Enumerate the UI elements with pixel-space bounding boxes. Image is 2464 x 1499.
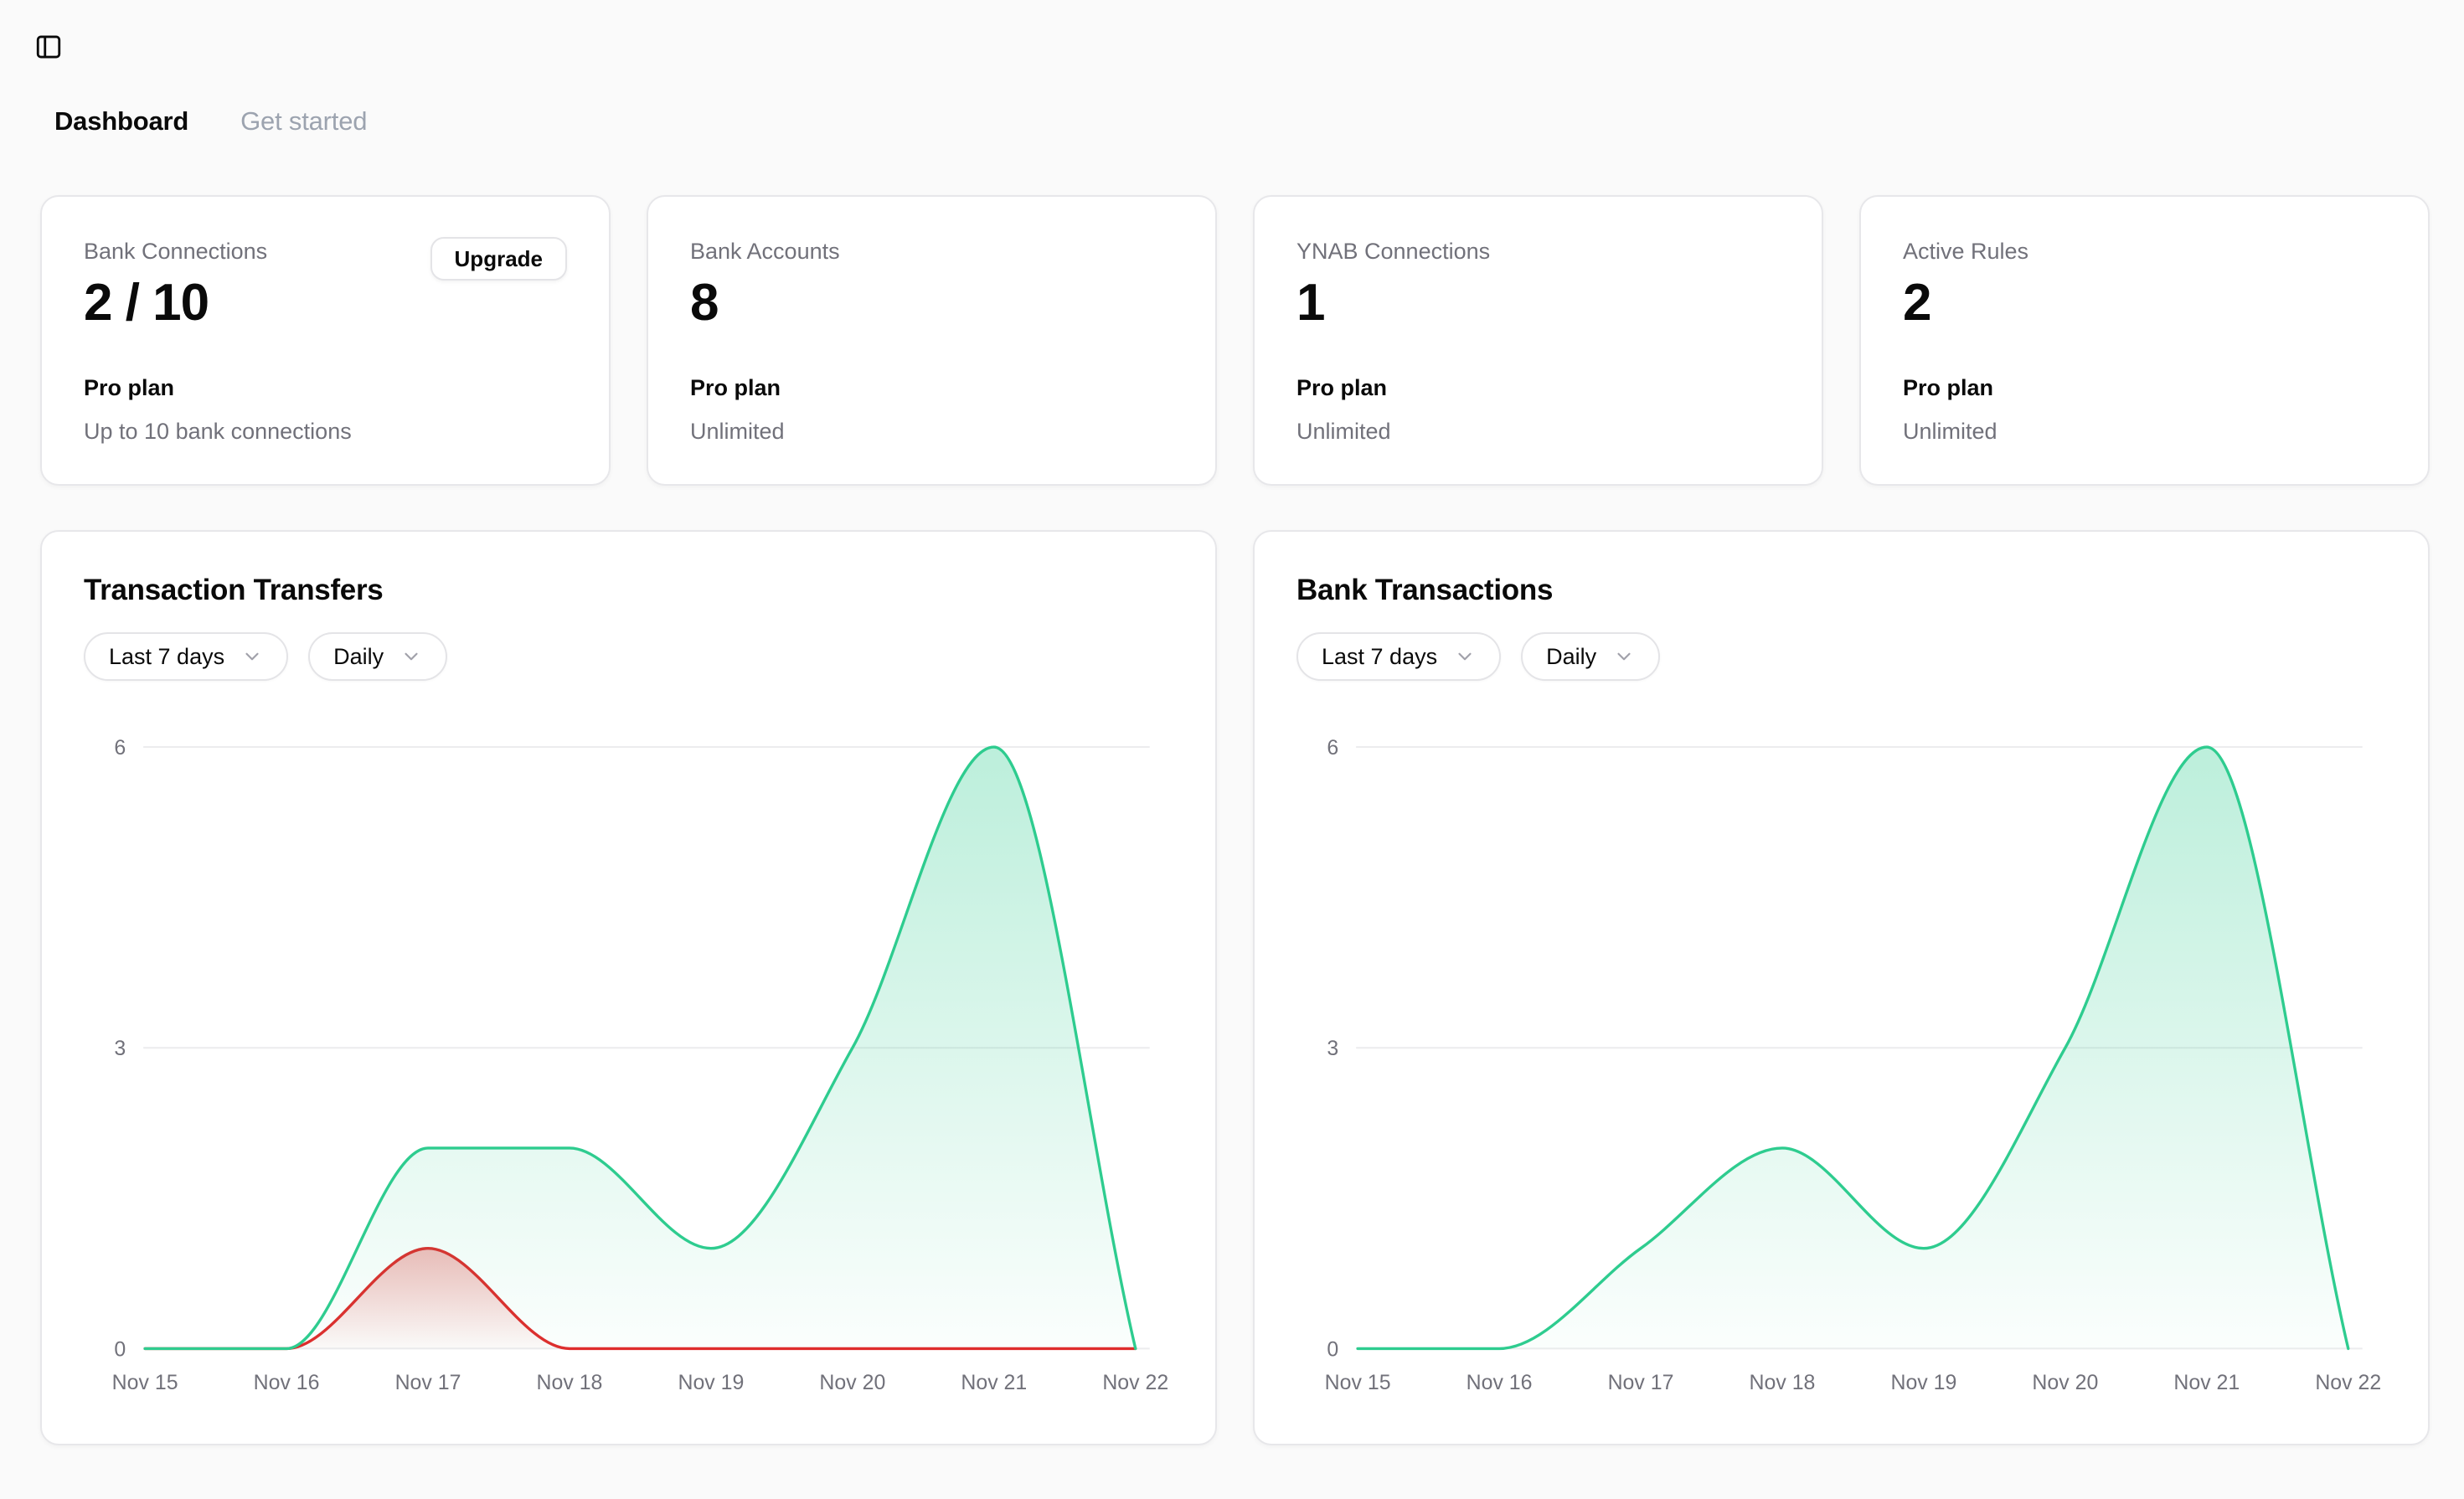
stat-card-bank-connections: Bank Connections Upgrade 2 / 10 Pro plan…	[40, 195, 611, 486]
sidebar-toggle-button[interactable]	[32, 30, 65, 64]
chevron-down-icon	[405, 652, 418, 661]
svg-text:Nov 16: Nov 16	[1467, 1371, 1533, 1394]
stat-plan-detail: Up to 10 bank connections	[84, 419, 352, 444]
svg-text:3: 3	[1327, 1037, 1338, 1060]
stat-value: 2	[1903, 274, 1931, 332]
chart-cards-row: 0 3 6 Nov 15 Nov 16 Nov 17 Nov 18 Nov 19 Nov 20 N…	[40, 530, 2430, 1445]
date-range-select[interactable]: Last 7 days	[1296, 632, 1502, 681]
stat-plan-detail: Unlimited	[1296, 419, 1391, 444]
chevron-down-icon	[1458, 652, 1472, 661]
svg-text:Nov 22: Nov 22	[1102, 1371, 1168, 1394]
granularity-select[interactable]: Daily	[1521, 632, 1661, 681]
stat-value: 2 / 10	[84, 274, 209, 332]
chevron-down-icon	[1617, 652, 1631, 661]
granularity-value: Daily	[1546, 643, 1597, 669]
chart-filters: Last 7 days Daily	[1296, 632, 1661, 681]
upgrade-button[interactable]: Upgrade	[430, 237, 567, 281]
svg-text:Nov 18: Nov 18	[1750, 1371, 1816, 1394]
svg-text:Nov 19: Nov 19	[1890, 1371, 1956, 1394]
svg-text:6: 6	[1327, 736, 1338, 760]
svg-text:Nov 16: Nov 16	[254, 1371, 320, 1394]
stat-label: Bank Accounts	[690, 239, 840, 264]
stat-plan-detail: Unlimited	[1903, 419, 1997, 444]
stat-value: 8	[690, 274, 719, 332]
stat-card-active-rules: Active Rules 2 Pro plan Unlimited	[1859, 195, 2430, 486]
svg-text:Nov 20: Nov 20	[819, 1371, 885, 1394]
stat-cards-row: Bank Connections Upgrade 2 / 10 Pro plan…	[40, 195, 2430, 486]
transaction-transfers-chart: 0 3 6 Nov 15 Nov 16 Nov 17 Nov 18 Nov 19 Nov 20 N…	[42, 532, 1215, 1444]
stat-plan: Pro plan	[1296, 375, 1388, 400]
chart-title: Bank Transactions	[1296, 574, 1554, 606]
stat-value: 1	[1296, 274, 1325, 332]
date-range-select[interactable]: Last 7 days	[84, 632, 289, 681]
stat-label: Active Rules	[1903, 239, 2029, 264]
stat-plan: Pro plan	[690, 375, 781, 400]
svg-text:Nov 15: Nov 15	[1325, 1371, 1391, 1394]
tab-dashboard[interactable]: Dashboard	[54, 106, 189, 136]
date-range-value: Last 7 days	[109, 643, 225, 669]
date-range-value: Last 7 days	[1322, 643, 1438, 669]
stat-plan-detail: Unlimited	[690, 419, 785, 444]
granularity-select[interactable]: Daily	[308, 632, 448, 681]
bank-transactions-chart: 0 3 6 Nov 15 Nov 16 Nov 17 Nov 18 Nov 19 Nov 20 N…	[1255, 532, 2428, 1444]
tab-get-started[interactable]: Get started	[240, 106, 368, 136]
granularity-value: Daily	[333, 643, 384, 669]
svg-text:Nov 17: Nov 17	[395, 1371, 461, 1394]
stat-card-bank-accounts: Bank Accounts 8 Pro plan Unlimited	[647, 195, 1217, 486]
stat-label: YNAB Connections	[1296, 239, 1491, 264]
svg-text:0: 0	[114, 1337, 126, 1361]
svg-text:0: 0	[1327, 1337, 1338, 1361]
svg-text:Nov 22: Nov 22	[2315, 1371, 2381, 1394]
svg-text:Nov 17: Nov 17	[1608, 1371, 1674, 1394]
svg-text:Nov 19: Nov 19	[678, 1371, 744, 1394]
svg-text:Nov 21: Nov 21	[2173, 1371, 2240, 1394]
panel-left-icon	[36, 35, 61, 59]
chart-title: Transaction Transfers	[84, 574, 384, 606]
svg-text:3: 3	[114, 1037, 126, 1060]
stat-label: Bank Connections	[84, 239, 268, 264]
bank-transactions-card: 0 3 6 Nov 15 Nov 16 Nov 17 Nov 18 Nov 19 Nov 20 N…	[1253, 530, 2430, 1445]
stat-plan: Pro plan	[1903, 375, 1994, 400]
chart-filters: Last 7 days Daily	[84, 632, 448, 681]
svg-text:Nov 18: Nov 18	[537, 1371, 603, 1394]
transaction-transfers-card: 0 3 6 Nov 15 Nov 16 Nov 17 Nov 18 Nov 19 Nov 20 N…	[40, 530, 1217, 1445]
stat-plan: Pro plan	[84, 375, 175, 400]
chevron-down-icon	[245, 652, 259, 661]
tab-bar: Dashboard Get started	[54, 106, 367, 137]
svg-text:Nov 20: Nov 20	[2032, 1371, 2098, 1394]
svg-text:Nov 21: Nov 21	[961, 1371, 1027, 1394]
stat-card-ynab-connections: YNAB Connections 1 Pro plan Unlimited	[1253, 195, 1823, 486]
svg-text:6: 6	[114, 736, 126, 760]
svg-text:Nov 15: Nov 15	[112, 1371, 178, 1394]
